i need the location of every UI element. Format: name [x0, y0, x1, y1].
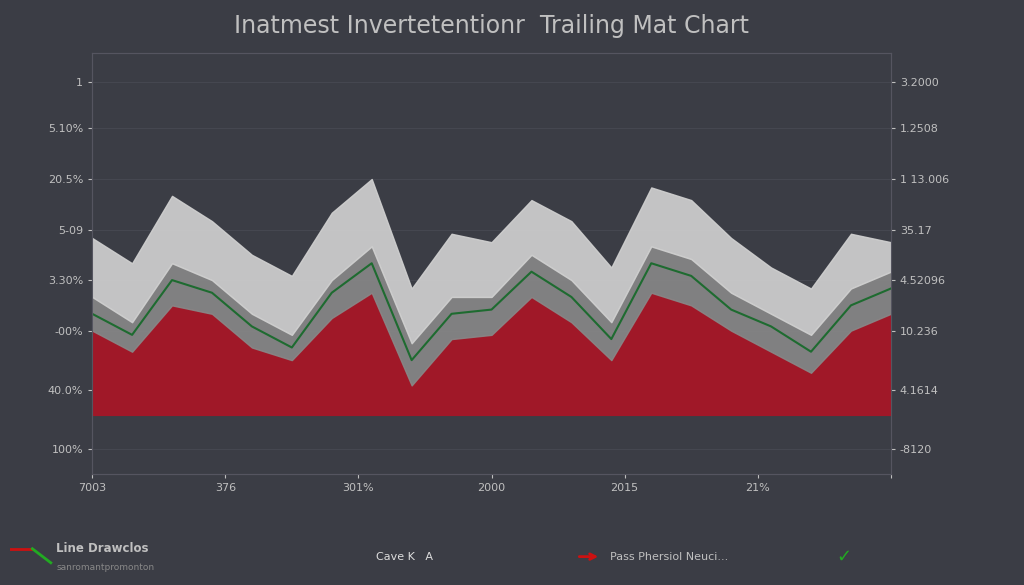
Text: Line Drawclos: Line Drawclos — [56, 542, 148, 555]
Text: Pass Phersiol Neuci...: Pass Phersiol Neuci... — [610, 552, 728, 562]
Text: sanromantpromonton: sanromantpromonton — [56, 563, 155, 572]
Title: Inatmest Invertetentionr  Trailing Mat Chart: Inatmest Invertetentionr Trailing Mat Ch… — [234, 14, 749, 38]
Text: Cave K   A: Cave K A — [376, 552, 433, 562]
Text: ✓: ✓ — [837, 548, 851, 566]
